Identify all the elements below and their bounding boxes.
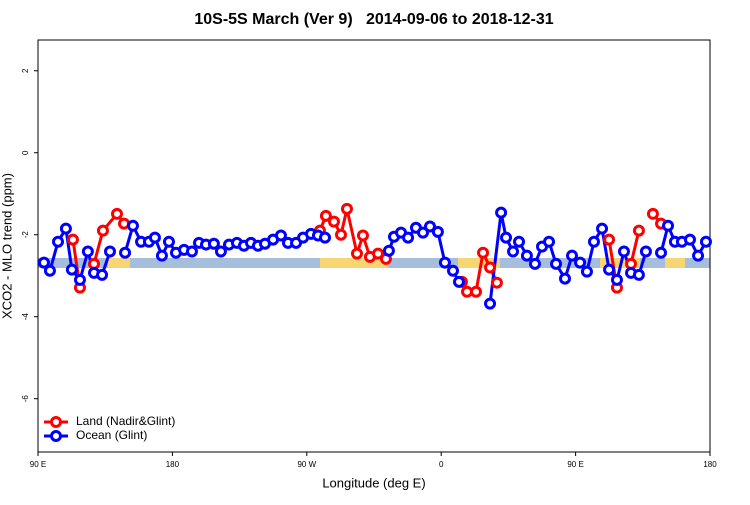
- data-point: [558, 272, 571, 285]
- data-point: [566, 249, 579, 262]
- land-band: [320, 258, 388, 268]
- y-tick-label: 2: [21, 68, 30, 73]
- data-point: [550, 257, 563, 270]
- data-point: [469, 285, 482, 298]
- legend-label: Ocean (Glint): [76, 428, 147, 442]
- data-point: [484, 297, 497, 310]
- x-tick-label: 90 E: [567, 460, 583, 469]
- data-point: [43, 264, 56, 277]
- data-point: [155, 249, 168, 262]
- legend-label: Land (Nadir&Glint): [76, 414, 175, 428]
- data-point: [65, 263, 78, 276]
- data-point: [520, 249, 533, 262]
- data-point: [334, 228, 347, 241]
- data-point: [319, 209, 332, 222]
- data-point: [452, 275, 465, 288]
- x-tick-label: 90 E: [30, 460, 46, 469]
- data-point: [59, 222, 72, 235]
- y-axis-label: XCO2 - MLO trend (ppm): [0, 173, 14, 319]
- data-point: [699, 235, 712, 248]
- data-point: [126, 219, 139, 232]
- data-point: [431, 225, 444, 238]
- data-point: [610, 273, 623, 286]
- data-point: [446, 264, 459, 277]
- data-point: [110, 207, 123, 220]
- data-point: [490, 276, 503, 289]
- data-point: [96, 268, 109, 281]
- data-point: [402, 231, 415, 244]
- data-point: [543, 235, 556, 248]
- data-point: [207, 237, 220, 250]
- data-point: [477, 246, 490, 259]
- data-point: [340, 202, 353, 215]
- data-point: [500, 231, 513, 244]
- data-point: [416, 226, 429, 239]
- data-point: [372, 247, 385, 260]
- data-point: [162, 235, 175, 248]
- x-tick-label: 180: [166, 460, 180, 469]
- data-point: [617, 245, 630, 258]
- data-point: [639, 245, 652, 258]
- data-point: [66, 233, 79, 246]
- data-point: [655, 246, 668, 259]
- data-point: [438, 256, 451, 269]
- data-point: [96, 224, 109, 237]
- data-point: [103, 245, 116, 258]
- data-point: [603, 233, 616, 246]
- y-tick-label: -2: [21, 231, 30, 239]
- data-point: [662, 219, 675, 232]
- data-point: [587, 235, 600, 248]
- data-point: [632, 268, 645, 281]
- data-point: [148, 231, 161, 244]
- y-tick-label: 0: [21, 150, 30, 155]
- x-tick-label: 90 W: [297, 460, 316, 469]
- x-axis-label: Longitude (deg E): [322, 475, 425, 490]
- data-point: [632, 224, 645, 237]
- land-band: [665, 258, 685, 268]
- land-band: [108, 258, 130, 268]
- data-point: [495, 206, 508, 219]
- data-point: [692, 249, 705, 262]
- x-tick-label: 180: [703, 460, 717, 469]
- data-point: [73, 273, 86, 286]
- data-point: [327, 215, 340, 228]
- data-point: [350, 247, 363, 260]
- data-point: [319, 231, 332, 244]
- data-point: [214, 245, 227, 258]
- data-point: [424, 220, 436, 233]
- chart-title: 10S-5S March (Ver 9) 2014-09-06 to 2018-…: [194, 11, 553, 28]
- data-point: [603, 263, 616, 276]
- data-point: [580, 265, 593, 278]
- x-tick-label: 0: [439, 460, 444, 469]
- data-point: [382, 244, 395, 257]
- series-line: [71, 208, 663, 294]
- data-point: [574, 256, 587, 269]
- data-point: [646, 207, 659, 220]
- data-point: [528, 257, 541, 270]
- data-point: [356, 229, 369, 242]
- data-point: [507, 245, 520, 258]
- data-point: [37, 256, 50, 269]
- data-point: [484, 261, 497, 274]
- legend-marker: [50, 416, 62, 428]
- data-point: [513, 235, 526, 248]
- data-point: [119, 246, 132, 259]
- land-band: [458, 258, 500, 268]
- data-point: [81, 245, 94, 258]
- legend-marker: [50, 430, 62, 442]
- data-point: [274, 229, 287, 242]
- data-point: [596, 222, 609, 235]
- y-tick-label: -6: [21, 395, 30, 403]
- data-point: [185, 245, 198, 258]
- data-point: [52, 235, 65, 248]
- y-tick-label: -4: [21, 313, 30, 321]
- data-point: [683, 233, 696, 246]
